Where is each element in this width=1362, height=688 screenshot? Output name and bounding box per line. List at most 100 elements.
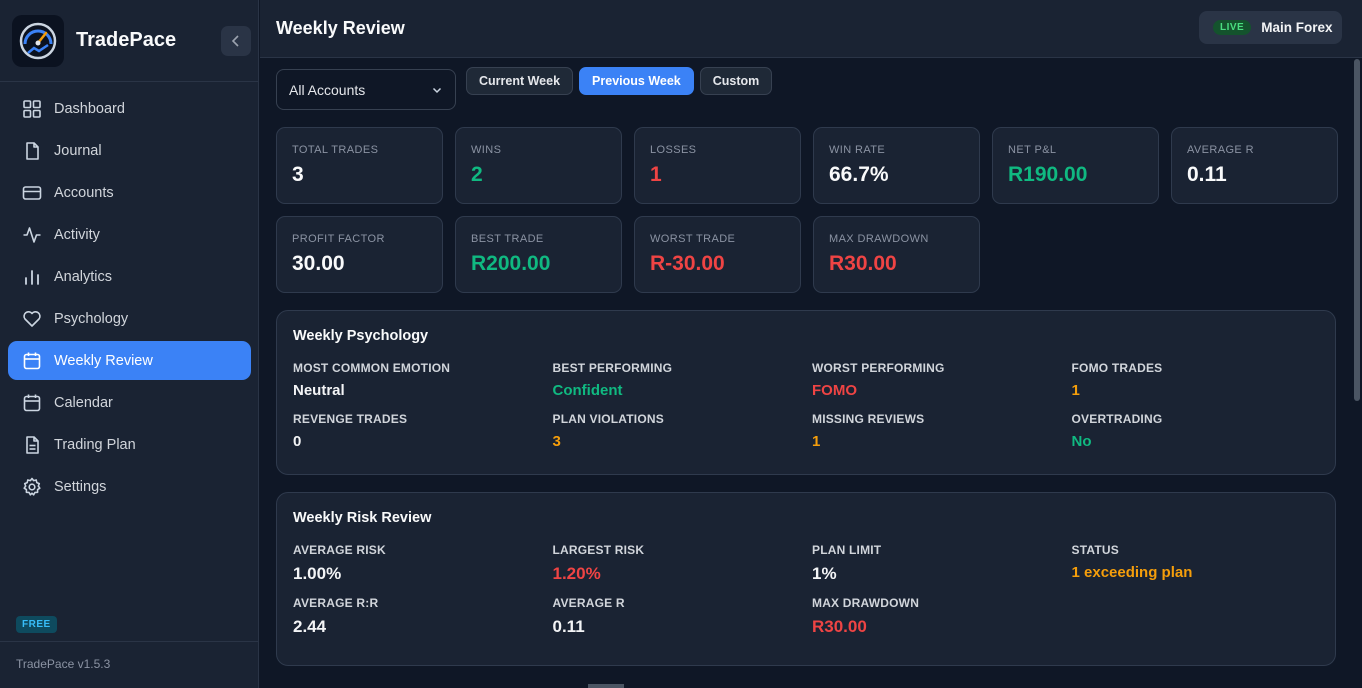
main-content: All Accounts Current Week Previous Week … (260, 59, 1352, 686)
heart-icon (23, 310, 41, 327)
main-scrollbar[interactable] (1352, 59, 1362, 686)
metric-label: AVERAGE R:R (293, 596, 379, 610)
metric: PLAN VIOLATIONS 3 (553, 412, 813, 450)
metric-value: 1 (1071, 382, 1080, 399)
metric: AVERAGE R 0.11 (553, 596, 813, 637)
stat-card: WIN RATE 66.7% (813, 127, 980, 204)
bar-chart-icon (25, 269, 39, 285)
sidebar-item-label: Weekly Review (54, 352, 153, 369)
sidebar-item-journal[interactable]: Journal (8, 131, 251, 170)
metric: MOST COMMON EMOTION Neutral (293, 361, 553, 399)
metric-value: 2.44 (293, 617, 327, 636)
top-header: Weekly Review LIVE Main Forex (260, 0, 1362, 58)
chevron-left-icon (231, 35, 239, 47)
sidebar-item-activity[interactable]: Activity (8, 215, 251, 254)
stat-card: WORST TRADE R-30.00 (634, 216, 801, 293)
pulse-icon (23, 226, 41, 243)
page-title: Weekly Review (276, 18, 405, 38)
metric: BEST PERFORMING Confident (553, 361, 813, 399)
metric: STATUS 1 exceeding plan (1072, 543, 1332, 584)
metric-value: 1 (812, 433, 821, 450)
metric-value: Confident (552, 382, 623, 399)
risk-grid: AVERAGE RISK 1.00% LARGEST RISK 1.20% PLAN… (293, 543, 1319, 649)
stat-value: 30.00 (292, 252, 345, 275)
current-week-button[interactable]: Current Week (466, 67, 574, 95)
stat-label: TOTAL TRADES (292, 144, 379, 156)
metric: OVERTRADING No (1072, 412, 1332, 450)
previous-week-button[interactable]: Previous Week (579, 67, 694, 95)
metric-value: FOMO (812, 382, 857, 399)
stat-label: WORST TRADE (650, 233, 736, 245)
account-select[interactable]: All Accounts (276, 69, 456, 110)
stat-value: 66.7% (829, 163, 889, 186)
metric-value: 1% (812, 564, 837, 583)
metric-value: 1 exceeding plan (1071, 564, 1193, 581)
collapse-sidebar-button[interactable] (221, 26, 251, 56)
metric-value: R30.00 (812, 617, 867, 636)
metric-label: AVERAGE RISK (293, 543, 386, 557)
metric: PLAN LIMIT 1% (812, 543, 1072, 584)
week-range-toggle: Current Week Previous Week Custom (466, 67, 778, 95)
brand: TradePace (0, 0, 258, 82)
sidebar-item-dashboard[interactable]: Dashboard (8, 89, 251, 128)
sidebar-item-analytics[interactable]: Analytics (8, 257, 251, 296)
metric-label: PLAN VIOLATIONS (552, 412, 664, 426)
stat-card: AVERAGE R 0.11 (1171, 127, 1338, 204)
stat-card: BEST TRADE R200.00 (455, 216, 622, 293)
stat-value: R190.00 (1008, 163, 1088, 186)
stat-card: TOTAL TRADES 3 (276, 127, 443, 204)
app-logo (12, 14, 64, 67)
sidebar-item-settings[interactable]: Settings (8, 467, 251, 506)
app-name: TradePace (76, 29, 177, 51)
resize-handle[interactable] (588, 684, 624, 688)
sidebar-nav: Dashboard Journal Accounts Activity Anal… (8, 89, 251, 509)
stat-value: R-30.00 (650, 252, 725, 275)
stat-label: BEST TRADE (471, 233, 544, 245)
stat-label: WINS (471, 144, 502, 156)
stat-label: PROFIT FACTOR (292, 233, 385, 245)
stat-value: R200.00 (471, 252, 551, 275)
chevron-down-icon (432, 87, 442, 93)
stat-card: NET P&L R190.00 (992, 127, 1159, 204)
metric-label: WORST PERFORMING (812, 361, 945, 375)
metric: AVERAGE RISK 1.00% (293, 543, 553, 584)
scrollbar-thumb[interactable] (1354, 59, 1360, 401)
metric-value: Neutral (293, 382, 345, 399)
calendar-icon (23, 394, 41, 411)
sidebar-item-label: Activity (54, 226, 100, 243)
sidebar-item-accounts[interactable]: Accounts (8, 173, 251, 212)
sidebar-item-psychology[interactable]: Psychology (8, 299, 251, 338)
sidebar-item-label: Calendar (54, 394, 113, 411)
calendar-icon (23, 352, 41, 369)
app-version: TradePace v1.5.3 (0, 641, 259, 686)
card-title: Weekly Risk Review (293, 510, 432, 526)
stat-value: 2 (471, 163, 483, 186)
account-switcher[interactable]: LIVE Main Forex (1199, 11, 1342, 44)
metric-label: STATUS (1071, 543, 1119, 557)
metric-value: 0.11 (552, 617, 585, 636)
metric: REVENGE TRADES 0 (293, 412, 553, 450)
sidebar-item-trading-plan[interactable]: Trading Plan (8, 425, 251, 464)
metric: LARGEST RISK 1.20% (553, 543, 813, 584)
stat-card: PROFIT FACTOR 30.00 (276, 216, 443, 293)
stat-value: R30.00 (829, 252, 897, 275)
metric: MAX DRAWDOWN R30.00 (812, 596, 1072, 637)
custom-range-button[interactable]: Custom (699, 67, 773, 95)
filter-bar: All Accounts Current Week Previous Week … (276, 67, 778, 110)
metric-value: 1.20% (552, 564, 601, 583)
sidebar: TradePace Dashboard Journal Accounts Act… (0, 0, 259, 688)
sidebar-item-calendar[interactable]: Calendar (8, 383, 251, 422)
metric: WORST PERFORMING FOMO (812, 361, 1072, 399)
card-icon (22, 185, 42, 200)
stat-value: 1 (650, 163, 662, 186)
file-icon (26, 141, 39, 160)
stat-label: AVERAGE R (1187, 144, 1254, 156)
sidebar-item-weekly-review[interactable]: Weekly Review (8, 341, 251, 380)
metric-value: No (1071, 433, 1092, 450)
metric-value: 3 (552, 433, 561, 450)
stat-value: 3 (292, 163, 304, 186)
metric-label: AVERAGE R (552, 596, 625, 610)
grid-icon (23, 99, 41, 118)
metric: MISSING REVIEWS 1 (812, 412, 1072, 450)
document-icon (26, 435, 39, 454)
